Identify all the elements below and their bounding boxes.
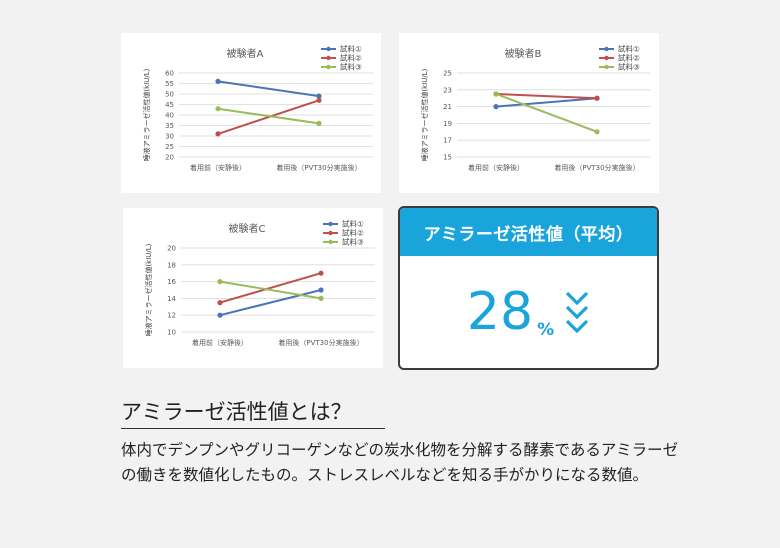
summary-value: 28 <box>466 282 534 342</box>
x-tick-label: 着用後（PVT30分実施後） <box>276 163 361 172</box>
data-point <box>594 95 600 101</box>
legend-marker <box>326 55 331 61</box>
series-line <box>219 289 322 317</box>
y-tick-label: 20 <box>167 245 176 253</box>
y-tick-label: 25 <box>165 143 174 151</box>
chart-title: 被験者B <box>505 47 542 60</box>
x-tick-label: 着用前（安静後） <box>468 163 524 172</box>
y-tick-label: 19 <box>443 120 452 128</box>
data-point <box>217 312 223 318</box>
series-line <box>217 107 320 125</box>
y-tick-label: 14 <box>167 295 176 303</box>
series-line <box>495 93 598 133</box>
legend-marker <box>326 64 331 70</box>
y-tick-label: 21 <box>443 103 452 111</box>
y-tick-label: 12 <box>167 312 176 320</box>
chart-panel-subject-c: 被験者C 10 12 14 16 18 20 着用前（安静後） 着用後（PVT30分実施後） 唾液… <box>123 208 383 368</box>
data-point <box>318 287 324 293</box>
y-tick-label: 45 <box>165 101 174 109</box>
series-line <box>495 97 598 108</box>
chart-subject-c: 被験者C 10 12 14 16 18 20 着用前（安静後） 着用後（PVT30分実施後） 唾液… <box>144 219 375 347</box>
legend-label: 試料① <box>340 44 362 54</box>
double-chevron-down-icon <box>565 291 589 334</box>
y-tick-label: 25 <box>443 70 452 78</box>
y-tick-label: 50 <box>165 91 174 99</box>
y-tick-label: 17 <box>443 137 452 145</box>
chart-title: 被験者C <box>229 222 266 235</box>
data-point <box>217 300 223 306</box>
data-point <box>493 104 499 110</box>
data-point <box>215 106 221 112</box>
legend-marker <box>328 221 333 227</box>
explanation-body: 体内でデンプンやグリコーゲンなどの炭水化物を分解する酵素であるアミラーゼの働きを… <box>121 441 679 484</box>
legend-marker <box>328 239 333 245</box>
chart-subject-b: 被験者B 15 17 19 21 23 25 着用前（安静後） 着用後（PVT30分実施後） 唾液… <box>420 44 651 172</box>
y-tick-label: 23 <box>443 86 452 94</box>
x-tick-label: 着用前（安静後） <box>190 163 246 172</box>
legend-label: 試料② <box>342 228 364 238</box>
legend-marker <box>604 46 609 52</box>
summary-card: アミラーゼ活性値（平均） 28 % <box>398 206 659 370</box>
chart-subject-a: 被験者A 20 25 30 35 40 45 50 55 60 着用前（安静後） 着用後（PVT30分… <box>142 44 373 172</box>
y-axis-label: 唾液アミラーゼ活性値(kIU/L) <box>144 243 153 336</box>
series-line <box>219 280 322 300</box>
data-point <box>594 129 600 135</box>
chart-panel-subject-b: 被験者B 15 17 19 21 23 25 着用前（安静後） 着用後（PVT30分実施後） 唾液… <box>399 33 659 193</box>
y-axis-label: 唾液アミラーゼ活性値(kIU/L) <box>142 68 151 161</box>
summary-title: アミラーゼ活性値（平均） <box>400 208 657 256</box>
y-tick-label: 60 <box>165 70 174 78</box>
y-tick-label: 35 <box>165 122 174 130</box>
y-tick-label: 16 <box>167 278 176 286</box>
data-point <box>318 270 324 276</box>
legend-marker <box>328 230 333 236</box>
legend-label: 試料② <box>340 53 362 63</box>
data-point <box>217 279 223 285</box>
chart-panel-subject-a: 被験者A 20 25 30 35 40 45 50 55 60 着用前（安静後） 着用後（PVT30分… <box>121 33 381 193</box>
data-point <box>316 120 322 126</box>
legend-marker <box>326 46 331 52</box>
y-tick-label: 40 <box>165 112 174 120</box>
legend-label: 試料② <box>618 53 640 63</box>
y-tick-label: 10 <box>167 329 176 337</box>
series-line <box>217 80 320 98</box>
x-tick-label: 着用前（安静後） <box>192 338 248 347</box>
y-tick-label: 20 <box>165 154 174 162</box>
data-point <box>318 295 324 301</box>
heading-underline <box>121 428 385 429</box>
data-point <box>493 91 499 97</box>
y-tick-label: 15 <box>443 154 452 162</box>
legend-label: 試料③ <box>618 62 640 72</box>
legend-label: 試料③ <box>342 237 364 247</box>
x-tick-label: 着用後（PVT30分実施後） <box>554 163 639 172</box>
legend-label: 試料① <box>342 219 364 229</box>
x-tick-label: 着用後（PVT30分実施後） <box>278 338 363 347</box>
data-point <box>316 93 322 99</box>
legend-marker <box>604 55 609 61</box>
series-line <box>219 272 322 304</box>
legend-marker <box>604 64 609 70</box>
series-line <box>217 99 320 135</box>
chart-title: 被験者A <box>227 47 264 60</box>
summary-body: 28 % <box>400 256 657 368</box>
data-point <box>316 97 322 103</box>
data-point <box>215 131 221 137</box>
summary-unit: % <box>537 320 555 340</box>
y-tick-label: 30 <box>165 133 174 141</box>
series-line <box>495 93 598 100</box>
y-tick-label: 55 <box>165 80 174 88</box>
y-axis-label: 唾液アミラーゼ活性値(kIU/L) <box>420 68 429 161</box>
data-point <box>215 78 221 84</box>
legend-label: 試料③ <box>340 62 362 72</box>
y-tick-label: 18 <box>167 261 176 269</box>
explanation-heading: アミラーゼ活性値とは？ <box>121 400 352 424</box>
legend-label: 試料① <box>618 44 640 54</box>
